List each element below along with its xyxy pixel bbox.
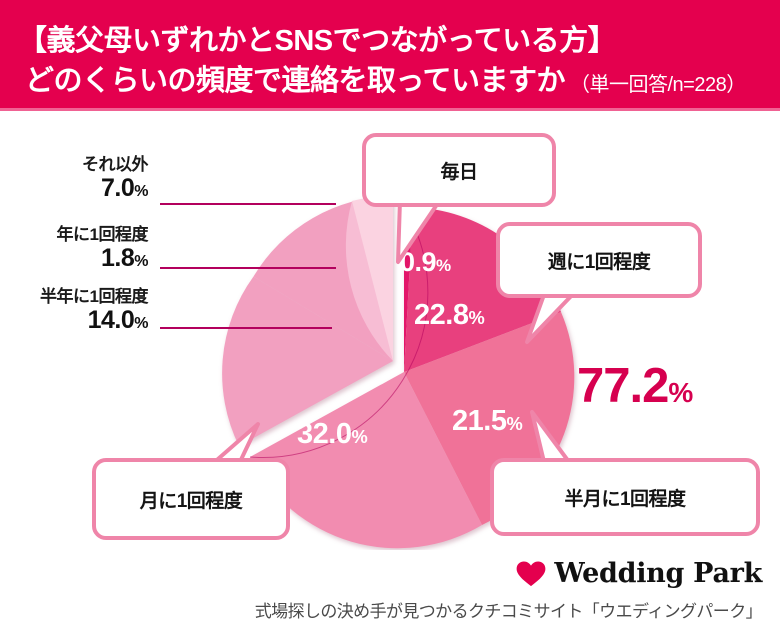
label-year: 年に1回程度 1.8% (56, 225, 149, 275)
brand-logo[interactable]: Wedding Park (516, 558, 762, 589)
callout-hantsuki[interactable]: 半月に1回程度 (490, 458, 760, 536)
label-other: それ以外 7.0% (82, 155, 149, 205)
pie-slice-other (352, 195, 393, 361)
label-half-year-name: 半年に1回程度 (40, 287, 148, 306)
label-year-value: 1.8% (101, 244, 148, 272)
leader-line-year (160, 267, 336, 269)
slice-value-shu: 22.8% (414, 299, 485, 331)
leader-line-half-year (160, 327, 332, 329)
callout-shu[interactable]: 週に1回程度 (496, 222, 702, 298)
header-title-line2: どのくらいの頻度で連絡を取っていますか (25, 65, 566, 97)
pie-slice-shu (404, 207, 561, 372)
label-half-year-value: 14.0% (87, 306, 149, 334)
pie-slice-tsuki (250, 372, 482, 549)
highlight-total-772: 77.2% (577, 359, 693, 413)
slice-value-hantsuki: 21.5% (452, 405, 523, 437)
pie-slice-half-year-lower (222, 276, 393, 446)
label-other-value: 7.0% (101, 174, 148, 202)
slice-value-tsuki: 32.0% (297, 418, 368, 450)
footer-tagline: 式場探しの決め手が見つかるクチコミサイト「ウエディングパーク」 (254, 602, 763, 621)
label-half-year: 半年に1回程度 14.0% (40, 287, 148, 337)
label-year-name: 年に1回程度 (56, 225, 149, 244)
header-banner: 【義父母いずれかとSNSでつながっている方】 どのくらいの頻度で連絡を取っていま… (0, 0, 780, 111)
header-title-line1: 【義父母いずれかとSNSでつながっている方】 (18, 25, 617, 57)
brand-name: Wedding Park (554, 558, 762, 589)
slice-value-mainichi: 0.9% (400, 247, 451, 277)
header-underline (0, 108, 780, 111)
leader-line-other (160, 203, 336, 205)
header-sample-note: （単一回答/n=228） (570, 74, 746, 96)
label-other-name: それ以外 (82, 155, 149, 174)
footer: Wedding Park 式場探しの決め手が見つかるクチコミサイト「ウエディング… (0, 550, 780, 631)
pie-group-left (222, 195, 393, 446)
callout-tsuki[interactable]: 月に1回程度 (92, 458, 290, 540)
callout-mainichi[interactable]: 毎日 (362, 133, 556, 207)
heart-icon (516, 561, 546, 586)
